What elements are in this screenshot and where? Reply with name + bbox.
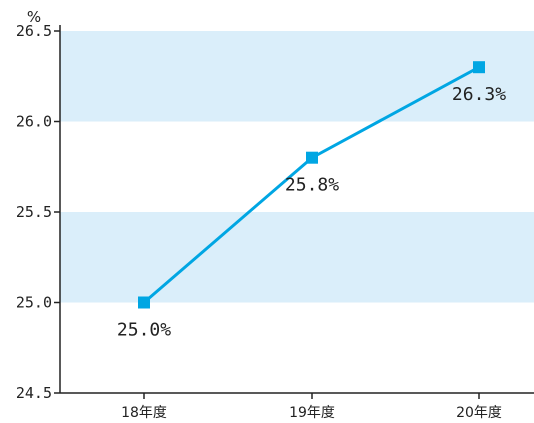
y-axis-ticks: 24.5 25.0 25.5 26.0 26.5 xyxy=(16,22,60,402)
data-point-marker xyxy=(473,61,485,74)
x-category-label: 19年度 xyxy=(289,405,335,421)
y-tick-label: 26.5 xyxy=(16,22,52,40)
background-bands xyxy=(60,31,534,303)
x-axis-categories: 18年度 19年度 20年度 xyxy=(121,393,502,421)
data-point-marker xyxy=(138,296,150,309)
y-axis-unit: % xyxy=(27,8,41,26)
data-point-marker xyxy=(306,151,318,164)
series-markers xyxy=(138,61,485,309)
x-category-label: 20年度 xyxy=(456,405,502,421)
data-label: 25.8% xyxy=(285,175,339,196)
y-tick-label: 24.5 xyxy=(16,384,52,402)
data-labels: 25.0% 25.8% 26.3% xyxy=(117,84,506,340)
y-tick-label: 26.0 xyxy=(16,113,52,131)
data-label: 26.3% xyxy=(452,84,506,105)
y-tick-label: 25.0 xyxy=(16,294,52,312)
band-1 xyxy=(60,31,534,122)
y-tick-label: 25.5 xyxy=(16,203,52,221)
band-0 xyxy=(60,212,534,303)
data-label: 25.0% xyxy=(117,320,171,341)
x-category-label: 18年度 xyxy=(121,405,167,421)
